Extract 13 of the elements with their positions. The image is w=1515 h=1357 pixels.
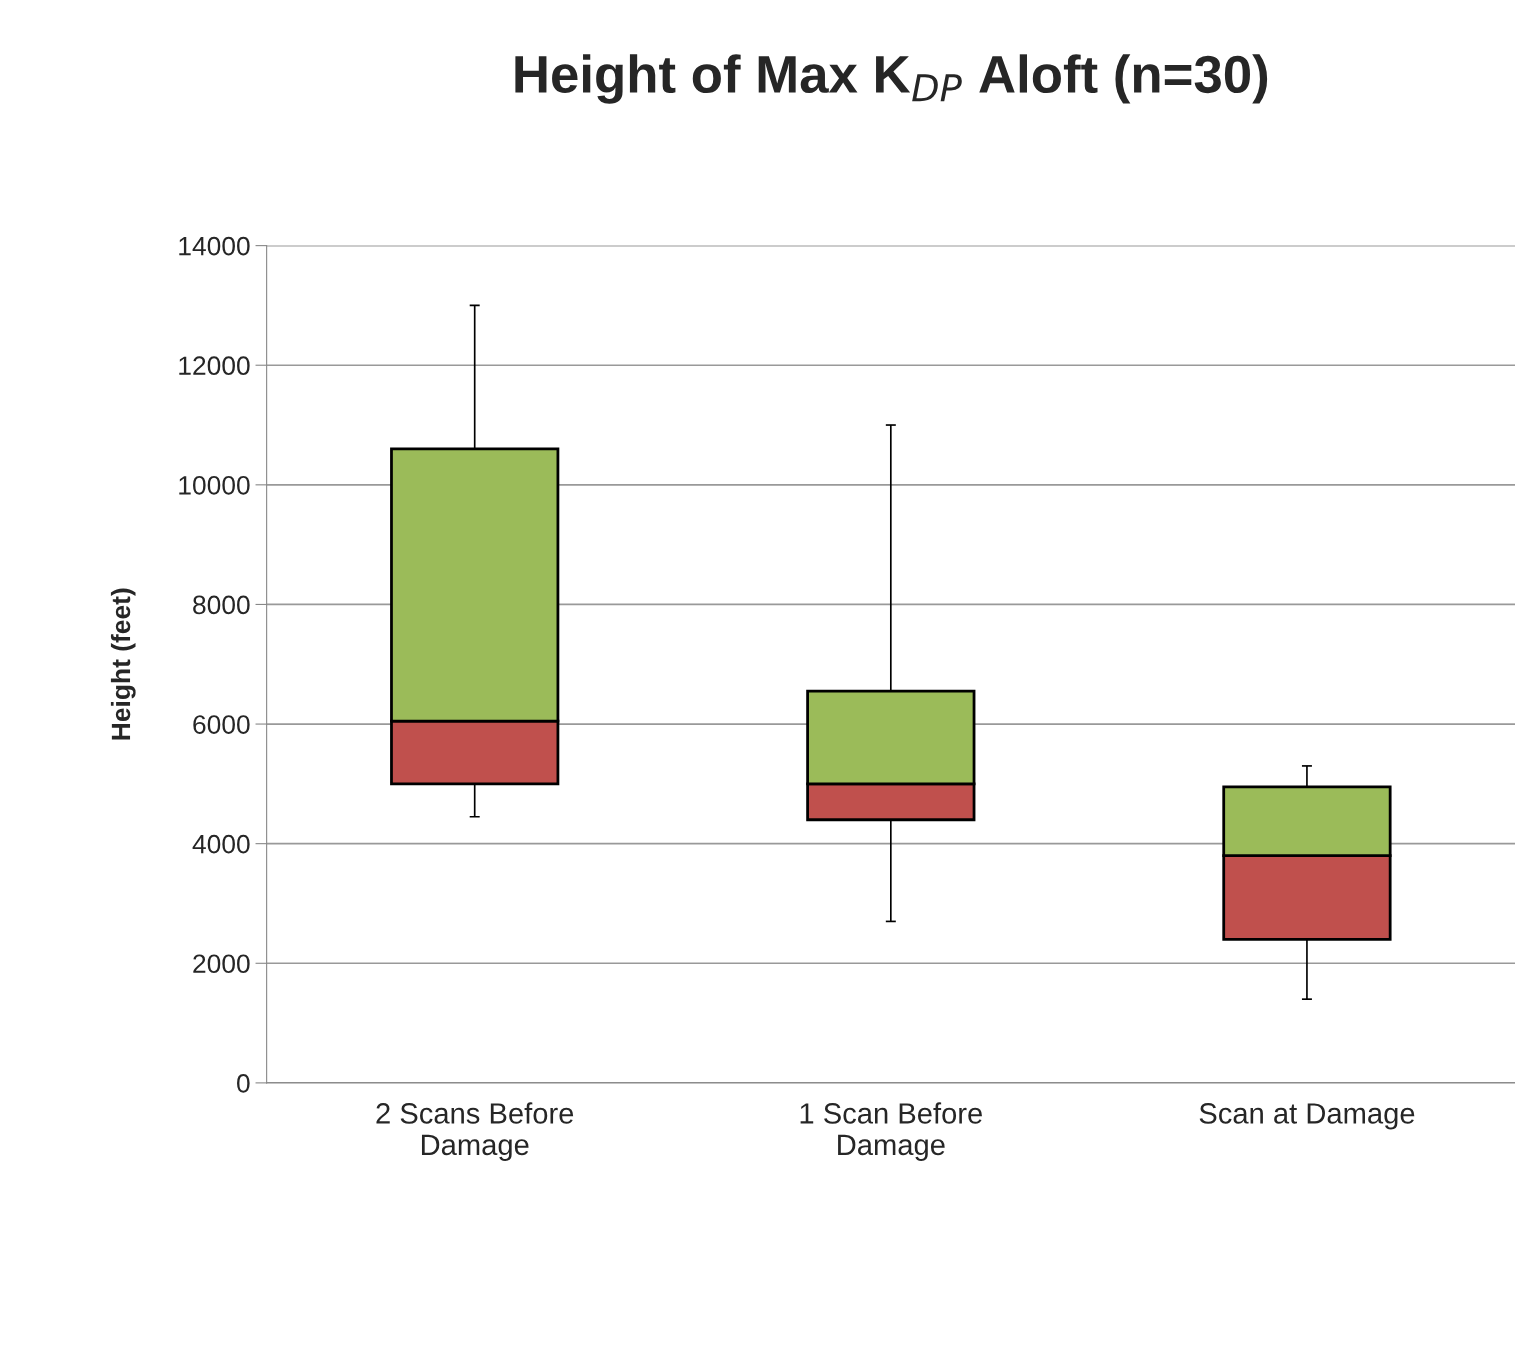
x-tick-label: 2 Scans Before Damage (376, 1102, 574, 1161)
chart-title: Height of Max K$_{DP}$ Aloft (n=30) (515, 54, 1268, 104)
y-tick-label: 0 (237, 1074, 250, 1093)
y-tick-label: 10000 (179, 475, 250, 495)
y-tick-label: 8000 (193, 595, 250, 615)
x-tick-label: 1 Scan Before Damage (800, 1102, 982, 1161)
y-tick-label: 12000 (179, 356, 250, 376)
x-tick-label: Scan at Damage (1199, 1103, 1415, 1130)
y-tick-label: 14000 (179, 236, 250, 256)
y-tick-label: 6000 (193, 715, 250, 734)
y-tick-label: 4000 (192, 834, 250, 854)
y-tick-label: 2000 (193, 954, 250, 974)
y-axis-title: Height (feet) (110, 588, 136, 740)
